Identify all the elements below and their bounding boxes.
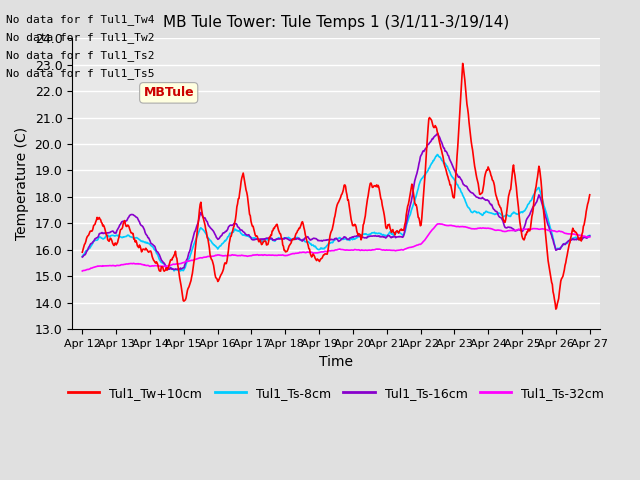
Y-axis label: Temperature (C): Temperature (C) (15, 127, 29, 240)
Text: MBTule: MBTule (143, 86, 194, 99)
Text: No data for f Tul1_Ts2: No data for f Tul1_Ts2 (6, 50, 155, 61)
X-axis label: Time: Time (319, 355, 353, 369)
Legend: Tul1_Tw+10cm, Tul1_Ts-8cm, Tul1_Ts-16cm, Tul1_Ts-32cm: Tul1_Tw+10cm, Tul1_Ts-8cm, Tul1_Ts-16cm,… (63, 382, 609, 405)
Text: No data for f Tul1_Ts5: No data for f Tul1_Ts5 (6, 68, 155, 79)
Title: MB Tule Tower: Tule Temps 1 (3/1/11-3/19/14): MB Tule Tower: Tule Temps 1 (3/1/11-3/19… (163, 15, 509, 30)
Text: No data for f Tul1_Tw4: No data for f Tul1_Tw4 (6, 13, 155, 24)
Text: No data for f Tul1_Tw2: No data for f Tul1_Tw2 (6, 32, 155, 43)
